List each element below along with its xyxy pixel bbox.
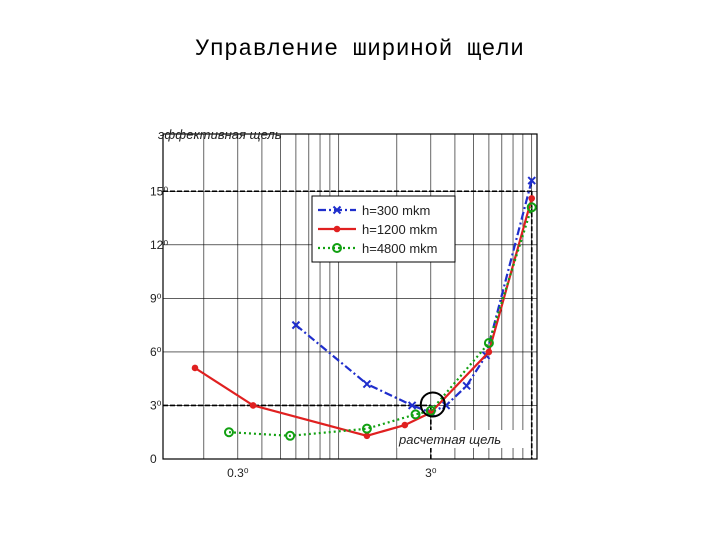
legend-item-3: h=4800 mkm	[318, 241, 438, 256]
plot-frame	[162, 133, 538, 460]
point-marker	[528, 195, 536, 202]
point-marker	[285, 430, 296, 441]
y-tick-label: 0	[150, 452, 157, 466]
point-marker	[526, 202, 537, 213]
point-marker	[332, 243, 342, 253]
legend-item-1: h=300 mkm	[318, 203, 430, 218]
point-marker	[191, 364, 199, 372]
annotation-label-bg	[397, 430, 527, 448]
point-marker	[483, 337, 494, 348]
y-tick-label: 12⁰	[150, 238, 168, 252]
point-marker	[527, 176, 536, 185]
series-3	[223, 202, 537, 441]
series-line	[228, 206, 533, 437]
x-tick-label: 0.3⁰	[227, 466, 249, 480]
legend-label: h=4800 mkm	[362, 241, 438, 256]
legend-label: h=1200 mkm	[362, 222, 438, 237]
point-marker	[485, 348, 493, 356]
y-tick-label: 15⁰	[150, 184, 168, 198]
series-2	[191, 195, 536, 440]
point-marker	[333, 225, 341, 233]
y-tick-label: 3⁰	[150, 398, 162, 412]
y-tick-label: 6⁰	[150, 345, 162, 359]
legend-label: h=300 mkm	[362, 203, 430, 218]
point-marker	[291, 320, 301, 330]
point-marker	[462, 381, 471, 391]
grid	[163, 134, 537, 459]
y-axis-label: эффективная щель	[158, 127, 282, 142]
point-marker	[425, 405, 436, 416]
point-marker	[362, 379, 372, 389]
point-marker	[223, 427, 234, 438]
point-marker	[363, 432, 371, 440]
series-line	[295, 180, 533, 414]
point-marker	[361, 423, 372, 434]
annotation-group: расчетная щель	[397, 391, 527, 448]
point-marker	[401, 421, 409, 429]
legend-item-2: h=1200 mkm	[318, 222, 438, 237]
chart-title: Управление шириной щели	[195, 36, 525, 62]
point-marker	[407, 401, 417, 410]
x-tick-label: 3⁰	[425, 466, 437, 480]
annotation-label: расчетная щель	[398, 432, 501, 447]
annotation-circle	[419, 391, 446, 418]
point-marker	[410, 409, 421, 420]
point-marker	[332, 205, 342, 215]
point-marker	[249, 402, 257, 409]
tick-labels: 0 3⁰ 6⁰ 9⁰ 12⁰ 15⁰ 0.3⁰ 3⁰	[150, 184, 437, 480]
y-tick-label: 9⁰	[150, 291, 162, 305]
legend: h=300 mkm h=1200 mkm h=4800 mkm	[311, 195, 456, 263]
